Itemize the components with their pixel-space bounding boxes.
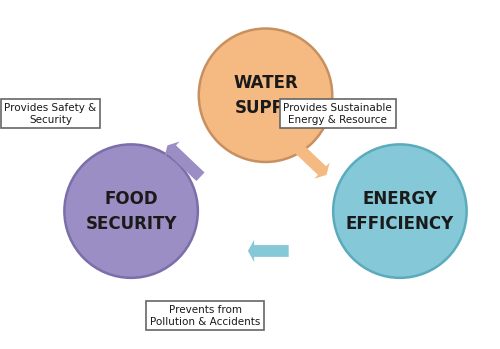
Text: Provides Sustainable
Energy & Resource: Provides Sustainable Energy & Resource <box>284 103 392 125</box>
Text: FOOD
SECURITY: FOOD SECURITY <box>86 190 177 233</box>
Text: WATER
SUPPY: WATER SUPPY <box>233 74 298 117</box>
Ellipse shape <box>199 29 332 162</box>
Text: ENERGY
EFFICIENCY: ENERGY EFFICIENCY <box>346 190 454 233</box>
Ellipse shape <box>333 144 466 278</box>
Ellipse shape <box>64 144 198 278</box>
Text: Prevents from
Pollution & Accidents: Prevents from Pollution & Accidents <box>150 305 260 327</box>
Text: Provides Safety &
Security: Provides Safety & Security <box>4 103 96 125</box>
